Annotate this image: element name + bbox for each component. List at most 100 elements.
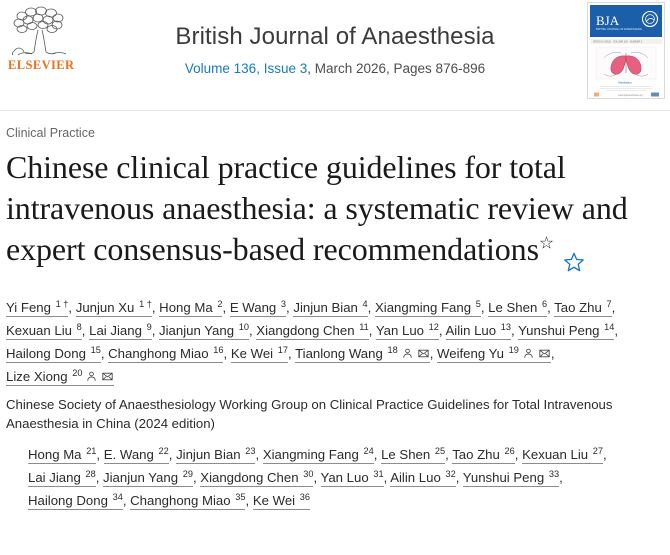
journal-title: British Journal of Anaesthesia	[175, 23, 495, 50]
author-separator: ,	[611, 300, 616, 315]
author-link[interactable]: Jianjun Yang 29	[103, 469, 193, 487]
author-link[interactable]: Yan Luo 12	[375, 322, 439, 340]
author-link[interactable]: E Wang 3	[229, 298, 287, 317]
article-header: Clinical Practice Chinese clinical pract…	[0, 125, 670, 512]
author-affiliation-marker: 23	[245, 445, 256, 456]
author-link[interactable]: Ailin Luo 13	[445, 322, 512, 340]
author-affiliation-marker: 24	[363, 445, 374, 456]
author-affiliation-marker: 36	[299, 491, 310, 502]
person-icon[interactable]	[523, 348, 534, 359]
author-name: Tao Zhu	[452, 447, 504, 462]
author-name: Xiangdong Chen	[200, 470, 303, 485]
author-link[interactable]: Ke Wei 17	[230, 345, 288, 363]
author-separator: ,	[192, 470, 201, 485]
author-name: Yan Luo	[375, 323, 428, 338]
author-link[interactable]: Yi Feng 1 †	[6, 299, 69, 317]
author-link[interactable]: Changhong Miao 35	[130, 491, 246, 510]
author-link[interactable]: Jinjun Bian 23	[176, 445, 256, 464]
author-separator: ,	[438, 323, 446, 338]
author-name: Kexuan Liu	[6, 323, 76, 338]
author-link[interactable]: Tianlong Wang 18	[295, 344, 430, 363]
author-link[interactable]: Le Shen 6	[488, 298, 548, 317]
author-link[interactable]: Tao Zhu 7	[554, 299, 612, 317]
blue-star-icon[interactable]	[563, 242, 585, 271]
author-affiliation-marker: 16	[213, 344, 224, 355]
author-affiliation-marker: 10	[238, 321, 249, 332]
author-separator: ,	[81, 323, 90, 338]
author-separator: ,	[223, 346, 231, 361]
envelope-icon[interactable]	[102, 371, 113, 382]
author-link[interactable]: Hailong Dong 15	[6, 345, 101, 363]
author-affiliation-marker: 6	[541, 298, 548, 309]
author-affiliation-marker: 34	[112, 491, 123, 502]
author-separator: ,	[287, 346, 296, 361]
author-link[interactable]: Xiangdong Chen 11	[256, 322, 369, 340]
author-affiliation-marker: 3	[280, 298, 287, 309]
author-link[interactable]: Tao Zhu 26	[452, 446, 515, 464]
elsevier-logo[interactable]: ELSEVIER	[8, 4, 75, 76]
author-link[interactable]: Kexuan Liu 8	[6, 322, 82, 340]
person-icon[interactable]	[86, 371, 97, 382]
author-link[interactable]: Hailong Dong 34	[28, 491, 123, 510]
author-separator: ,	[96, 447, 104, 462]
author-separator: ,	[100, 346, 109, 361]
author-name: Kexuan Liu	[522, 447, 592, 462]
author-link[interactable]: Changhong Miao 16	[108, 344, 224, 363]
author-link[interactable]: Hong Ma 2	[159, 299, 223, 317]
volume-issue-link[interactable]: Volume 136, Issue 3	[184, 61, 308, 76]
author-name: Jianjun Yang	[159, 323, 238, 338]
page-title: Chinese clinical practice guidelines for…	[6, 147, 664, 271]
author-link[interactable]: Weifeng Yu 19	[437, 344, 551, 363]
author-link[interactable]: Lai Jiang 28	[28, 469, 96, 487]
author-link[interactable]: Hong Ma 21	[28, 446, 97, 464]
author-name: Tao Zhu	[554, 300, 606, 315]
header-divider	[0, 110, 670, 111]
author-affiliation-marker: 19	[508, 344, 519, 355]
author-link[interactable]: Yan Luo 31	[320, 469, 384, 487]
author-affiliation-marker: 18	[387, 344, 398, 355]
author-link[interactable]: Xiangdong Chen 30	[200, 469, 314, 487]
elsevier-wordmark: ELSEVIER	[8, 58, 75, 72]
author-affiliation-marker: 5	[475, 298, 481, 309]
author-list-primary: Yi Feng 1 †, Junjun Xu 1 †, Hong Ma 2, E…	[6, 296, 664, 388]
author-link[interactable]: Jinjun Bian 4	[293, 299, 368, 317]
author-link[interactable]: Lai Jiang 9	[89, 322, 152, 340]
author-link[interactable]: Junjun Xu 1 †	[75, 299, 152, 317]
author-link[interactable]: Lize Xiong 20	[6, 368, 115, 386]
author-name: Jinjun Bian	[176, 447, 245, 462]
author-link[interactable]: Ailin Luo 32	[390, 469, 456, 487]
journal-cover-thumbnail[interactable]: BJA BRITISH JOURNAL OF ANAESTHESIA SPECI…	[587, 2, 665, 99]
author-name: Xiangdong Chen	[256, 323, 359, 338]
author-separator: ,	[547, 300, 555, 315]
title-footnote-marker: ☆	[538, 233, 555, 253]
author-affiliation-marker: 35	[235, 491, 246, 502]
author-link[interactable]: Yunshui Peng 14	[518, 322, 615, 340]
author-link[interactable]: E. Wang 22	[103, 446, 169, 464]
author-separator: ,	[383, 470, 391, 485]
journal-info: British Journal of Anaesthesia Volume 13…	[90, 22, 580, 77]
author-separator: ,	[168, 447, 177, 462]
author-link[interactable]: Yunshui Peng 33	[462, 469, 560, 487]
journal-issue-line: Volume 136, Issue 3, March 2026, Pages 8…	[90, 60, 580, 77]
author-name: Jinjun Bian	[293, 300, 362, 315]
envelope-icon[interactable]	[418, 348, 429, 359]
author-link[interactable]: Xiangming Fang 5	[375, 298, 481, 317]
author-name: Hailong Dong	[28, 493, 112, 508]
svg-text:BRITISH JOURNAL OF ANAESTHESIA: BRITISH JOURNAL OF ANAESTHESIA	[596, 27, 642, 31]
author-link[interactable]: Jianjun Yang 10	[159, 321, 249, 340]
author-link[interactable]: Xiangming Fang 24	[262, 445, 374, 464]
author-link[interactable]: Ke Wei 36	[252, 491, 310, 510]
author-name: Le Shen	[381, 447, 434, 462]
author-separator: ,	[313, 470, 321, 485]
author-link[interactable]: Le Shen 25	[381, 446, 446, 464]
author-name: Hong Ma	[159, 300, 217, 315]
author-name: Yunshui Peng	[518, 323, 604, 338]
author-separator: ,	[245, 493, 253, 508]
author-name: Xiangming Fang	[375, 300, 475, 315]
author-separator: ,	[602, 447, 607, 462]
author-name: Jianjun Yang	[103, 470, 182, 485]
author-name: Yi Feng	[6, 300, 55, 315]
envelope-icon[interactable]	[539, 348, 550, 359]
author-link[interactable]: Kexuan Liu 27	[522, 446, 603, 464]
person-icon[interactable]	[402, 348, 413, 359]
